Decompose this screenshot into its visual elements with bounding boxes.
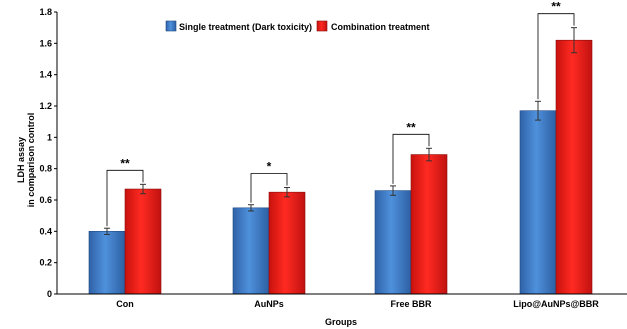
category-label: AuNPs bbox=[254, 299, 284, 309]
legend-label-single: Single treatment (Dark toxicity) bbox=[179, 22, 312, 32]
x-axis-title: Groups bbox=[325, 317, 357, 327]
y-tick-label: 1.6 bbox=[39, 38, 52, 48]
significance-label: * bbox=[267, 159, 272, 173]
significance-label: ** bbox=[551, 0, 561, 14]
significance-bracket bbox=[250, 173, 288, 203]
y-tick-label: 0 bbox=[47, 289, 52, 299]
y-axis-title-line-1: LDH assay bbox=[16, 137, 26, 183]
y-tick-label: 0.8 bbox=[39, 164, 52, 174]
y-tick-label: 1.8 bbox=[39, 7, 52, 17]
y-tick-label: 0.4 bbox=[39, 226, 52, 236]
category-label: Con bbox=[116, 299, 134, 309]
category-labels: Con AuNPs Free BBR Lipo@AuNPs@BBR bbox=[116, 299, 599, 309]
significance-bracket bbox=[392, 133, 430, 184]
significance-bracket bbox=[537, 13, 575, 100]
bar-single bbox=[519, 110, 557, 295]
y-tick-label: 0.2 bbox=[39, 258, 52, 268]
bar-combination bbox=[410, 154, 448, 295]
legend: Single treatment (Dark toxicity) Combina… bbox=[165, 20, 430, 32]
bar-combination bbox=[268, 191, 306, 295]
legend-swatch-combination bbox=[316, 20, 328, 32]
legend-label-combination: Combination treatment bbox=[331, 22, 430, 32]
bar-single bbox=[232, 207, 270, 295]
category-label: Lipo@AuNPs@BBR bbox=[513, 299, 599, 309]
y-ticks: 0 0.2 0.4 0.6 0.8 1 1.2 1.4 1.6 1.8 bbox=[39, 7, 57, 299]
y-tick-label: 1 bbox=[47, 132, 52, 142]
significance-label: ** bbox=[120, 156, 130, 170]
category-label: Free BBR bbox=[390, 299, 432, 309]
error-bars bbox=[104, 27, 577, 235]
bar-combination bbox=[555, 39, 593, 295]
legend-swatch-single bbox=[165, 20, 177, 32]
bar-single bbox=[374, 190, 412, 295]
y-tick-label: 0.6 bbox=[39, 195, 52, 205]
bar-combination bbox=[124, 188, 162, 295]
y-axis-title-line-2: in comparison control bbox=[26, 113, 36, 208]
bars bbox=[88, 39, 593, 295]
significance-brackets: ** ***** bbox=[106, 0, 575, 227]
significance-label: ** bbox=[406, 120, 416, 134]
bar-single bbox=[88, 231, 126, 295]
significance-bracket bbox=[106, 169, 144, 227]
y-tick-label: 1.4 bbox=[39, 70, 52, 80]
y-tick-label: 1.2 bbox=[39, 101, 52, 111]
y-axis-title: LDH assay in comparison control bbox=[16, 113, 36, 208]
